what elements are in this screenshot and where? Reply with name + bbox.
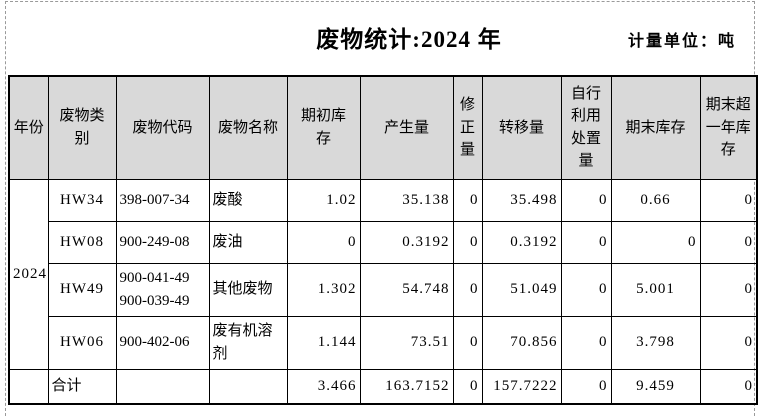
cell-transferred[interactable]: 0.3192	[481, 220, 562, 264]
cell-opening[interactable]: 0	[286, 220, 361, 264]
total-self-disposal[interactable]: 0	[560, 368, 612, 405]
cell-year[interactable]: 2024	[8, 178, 49, 370]
cell-code[interactable]: 900-041-49 900-039-49	[115, 262, 210, 317]
cell-generated[interactable]: 35.138	[359, 178, 454, 222]
cell-over-year[interactable]: 0	[699, 262, 758, 317]
header-correction[interactable]: 修 正 量	[452, 75, 483, 180]
cell-self-disposal[interactable]: 0	[560, 262, 612, 317]
cell-closing[interactable]: 5.001	[610, 262, 701, 317]
cell-over-year[interactable]: 0	[699, 315, 758, 370]
table-row: HW49 900-041-49 900-039-49 其他废物 1.302 54…	[9, 262, 758, 317]
cell-correction[interactable]: 0	[452, 315, 483, 370]
header-row: 年份 废物类 别 废物代码 废物名称 期初库 存 产生量 修 正 量 转移量 自…	[8, 75, 758, 180]
cell-self-disposal[interactable]: 0	[560, 315, 612, 370]
cell-code[interactable]: 398-007-34	[115, 178, 210, 222]
header-over-year-stock[interactable]: 期末超 一年库 存	[699, 75, 758, 180]
cell-generated[interactable]: 0.3192	[359, 220, 454, 264]
cell-correction[interactable]: 0	[452, 262, 483, 317]
cell-over-year[interactable]: 0	[699, 178, 758, 222]
header-opening-stock[interactable]: 期初库 存	[286, 75, 361, 180]
total-row: 合计 3.466 163.7152 0 157.7222 0 9.459 0	[8, 368, 758, 405]
cell-correction[interactable]: 0	[452, 178, 483, 222]
cell-name-empty[interactable]	[208, 368, 288, 405]
cell-closing[interactable]: 3.798	[610, 315, 701, 370]
cell-name[interactable]: 其他废物	[208, 262, 288, 317]
cell-closing[interactable]: 0.66	[610, 178, 701, 222]
cell-category[interactable]: HW49	[47, 262, 117, 317]
cell-opening[interactable]: 1.144	[286, 315, 361, 370]
header-year[interactable]: 年份	[8, 75, 49, 180]
cell-transferred[interactable]: 35.498	[481, 178, 562, 222]
cell-generated[interactable]: 73.51	[359, 315, 454, 370]
total-generated[interactable]: 163.7152	[359, 368, 454, 405]
header-transferred[interactable]: 转移量	[481, 75, 562, 180]
total-label-cell[interactable]: 合计	[47, 368, 117, 405]
header-generated[interactable]: 产生量	[359, 75, 454, 180]
cell-transferred[interactable]: 70.856	[481, 315, 562, 370]
total-transferred[interactable]: 157.7222	[481, 368, 562, 405]
header-category[interactable]: 废物类 别	[47, 75, 117, 180]
cell-opening[interactable]: 1.302	[286, 262, 361, 317]
cell-code[interactable]: 900-249-08	[115, 220, 210, 264]
sheet-title[interactable]: 废物统计:2024 年	[316, 27, 502, 52]
waste-stats-table: 年份 废物类 别 废物代码 废物名称 期初库 存 产生量 修 正 量 转移量 自…	[8, 75, 758, 405]
total-correction[interactable]: 0	[452, 368, 483, 405]
cell-correction[interactable]: 0	[452, 220, 483, 264]
cell-category[interactable]: HW34	[47, 178, 117, 222]
cell-transferred[interactable]: 51.049	[481, 262, 562, 317]
header-self-disposal[interactable]: 自行 利用 处置 量	[560, 75, 612, 180]
cell-category[interactable]: HW06	[47, 315, 117, 370]
total-over-year[interactable]: 0	[699, 368, 758, 405]
table-row: HW06 900-402-06 废有机溶 剂 1.144 73.51 0 70.…	[9, 315, 758, 370]
cell-closing[interactable]: 0	[610, 220, 701, 264]
header-closing-stock[interactable]: 期末库存	[610, 75, 701, 180]
header-code[interactable]: 废物代码	[115, 75, 210, 180]
cell-name[interactable]: 废有机溶 剂	[208, 315, 288, 370]
total-opening[interactable]: 3.466	[286, 368, 361, 405]
cell-category[interactable]: HW08	[47, 220, 117, 264]
header-name[interactable]: 废物名称	[208, 75, 288, 180]
cell-self-disposal[interactable]: 0	[560, 178, 612, 222]
cell-opening[interactable]: 1.02	[286, 178, 361, 222]
table-row: 2024 HW34 398-007-34 废酸 1.02 35.138 0 35…	[8, 178, 758, 370]
cell-name[interactable]: 废酸	[208, 178, 288, 222]
cell-year-empty[interactable]	[8, 368, 49, 405]
unit-label[interactable]: 计量单位：吨	[627, 33, 736, 50]
cell-code[interactable]: 900-402-06	[115, 315, 210, 370]
cell-code-empty[interactable]	[115, 368, 210, 405]
total-closing[interactable]: 9.459	[610, 368, 701, 405]
cell-name[interactable]: 废油	[208, 220, 288, 264]
table-row: HW08 900-249-08 废油 0 0.3192 0 0.3192 0 0…	[9, 220, 758, 264]
cell-self-disposal[interactable]: 0	[560, 220, 612, 264]
cell-over-year[interactable]: 0	[699, 220, 758, 264]
cell-generated[interactable]: 54.748	[359, 262, 454, 317]
